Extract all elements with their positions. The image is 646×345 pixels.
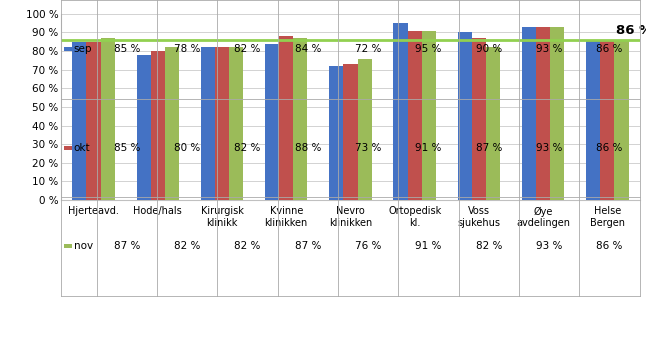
Text: 90 %: 90 % — [475, 44, 502, 54]
Text: 78 %: 78 % — [174, 44, 200, 54]
Text: 72 %: 72 % — [355, 44, 381, 54]
Bar — [72, 42, 87, 200]
Text: 93 %: 93 % — [536, 44, 562, 54]
Bar — [486, 47, 500, 200]
Text: 86 %: 86 % — [596, 241, 623, 252]
Bar — [87, 42, 101, 200]
Bar — [344, 64, 357, 200]
Bar — [408, 31, 422, 200]
Bar — [550, 27, 565, 200]
Bar — [293, 38, 307, 200]
Text: 87 %: 87 % — [114, 241, 140, 252]
Text: nov: nov — [74, 241, 93, 252]
Bar — [229, 47, 243, 200]
Text: 87 %: 87 % — [295, 241, 321, 252]
Text: 88 %: 88 % — [295, 143, 321, 153]
Text: 73 %: 73 % — [355, 143, 381, 153]
Bar — [151, 51, 165, 200]
Text: Kvinne
klinikken: Kvinne klinikken — [265, 206, 308, 228]
Text: 86 %: 86 % — [616, 24, 646, 37]
Bar — [357, 59, 371, 200]
Text: 95 %: 95 % — [415, 44, 442, 54]
Bar — [279, 36, 293, 200]
Text: Hode/hals: Hode/hals — [133, 206, 182, 216]
Bar — [600, 40, 614, 200]
Text: 93 %: 93 % — [536, 143, 562, 153]
Text: 82 %: 82 % — [234, 44, 261, 54]
Bar — [101, 38, 115, 200]
Bar — [265, 43, 279, 200]
Bar — [136, 55, 151, 200]
Text: 85 %: 85 % — [114, 143, 140, 153]
Text: 85 %: 85 % — [114, 44, 140, 54]
Text: 76 %: 76 % — [355, 241, 381, 252]
Text: sep: sep — [74, 44, 92, 54]
Bar — [536, 27, 550, 200]
Text: 82 %: 82 % — [234, 241, 261, 252]
Bar — [472, 38, 486, 200]
Bar — [393, 23, 408, 200]
Text: okt: okt — [74, 143, 90, 153]
Bar — [201, 47, 215, 200]
Bar — [522, 27, 536, 200]
Text: Nevro
klinikken: Nevro klinikken — [329, 206, 372, 228]
Text: 86 %: 86 % — [596, 143, 623, 153]
Bar — [422, 31, 436, 200]
Text: 87 %: 87 % — [475, 143, 502, 153]
Bar — [586, 40, 600, 200]
Text: 80 %: 80 % — [174, 143, 200, 153]
Text: Ortopedisk
kl.: Ortopedisk kl. — [388, 206, 441, 228]
Text: 93 %: 93 % — [536, 241, 562, 252]
Text: Øye
avdelingen: Øye avdelingen — [516, 206, 570, 228]
Text: Helse
Bergen: Helse Bergen — [590, 206, 625, 228]
Bar — [614, 40, 629, 200]
Bar — [458, 32, 472, 200]
Text: 82 %: 82 % — [475, 241, 502, 252]
Text: 82 %: 82 % — [234, 143, 261, 153]
Text: 84 %: 84 % — [295, 44, 321, 54]
Text: Hjerteavd.: Hjerteavd. — [68, 206, 119, 216]
Text: 91 %: 91 % — [415, 143, 442, 153]
Text: Kirurgisk
klinikk: Kirurgisk klinikk — [200, 206, 244, 228]
Bar — [215, 47, 229, 200]
Text: Voss
sjukehus: Voss sjukehus — [457, 206, 501, 228]
Bar — [165, 47, 179, 200]
Bar — [329, 66, 344, 200]
Text: 86 %: 86 % — [596, 44, 623, 54]
Text: 91 %: 91 % — [415, 241, 442, 252]
Text: 82 %: 82 % — [174, 241, 200, 252]
